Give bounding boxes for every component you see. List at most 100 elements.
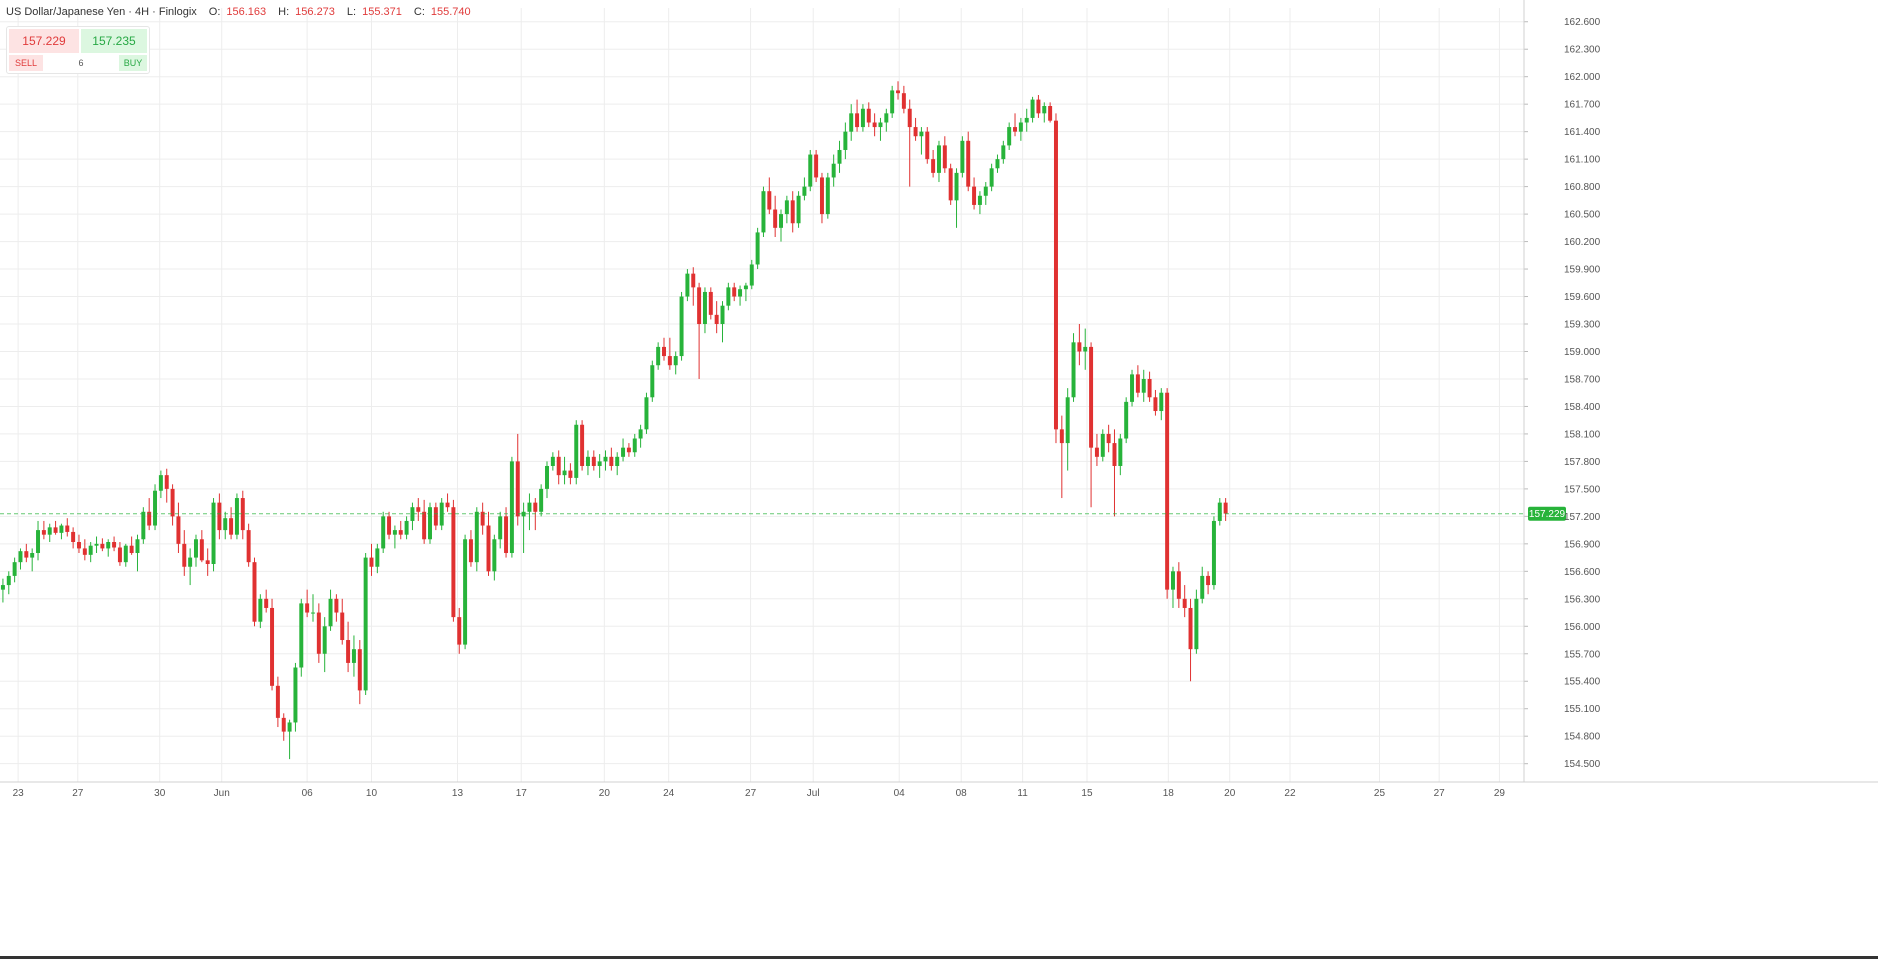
candle-body [1118,438,1123,466]
candle-body [966,140,971,187]
candle-body [445,502,450,508]
ohlc-legend: US Dollar/Japanese Yen · 4H · Finlogix O… [6,6,471,18]
candle-body [1024,117,1029,123]
low-value: 155.371 [362,6,402,18]
candle-body [498,516,503,540]
open-label: O: [208,6,221,18]
candle-body [258,598,263,622]
candle-body [71,531,76,543]
candle-body [673,356,678,366]
candle-body [82,548,87,555]
candle-body [995,159,1000,169]
candle-body [527,502,532,512]
candle-body [311,612,315,614]
x-tick-label: 24 [663,788,675,799]
candle-body [550,456,555,466]
candle-body [808,154,813,187]
candle-body [492,539,497,572]
y-tick-label: 161.700 [1564,100,1601,111]
sell-button[interactable]: SELL [9,55,43,71]
close-label: C: [413,6,425,18]
close-value: 155.740 [430,6,471,18]
candle-body [901,93,906,109]
y-tick-label: 155.400 [1564,677,1601,688]
y-tick-label: 157.500 [1564,484,1601,495]
candle-body [211,502,216,564]
trade-panel: 157.229 157.235 SELL BUY [6,26,150,74]
candle-body [1018,122,1023,132]
candle-body [814,154,819,178]
candle-body [1124,401,1129,439]
candle-body [568,470,573,478]
candle-body [234,498,239,535]
buy-price[interactable]: 157.235 [81,29,147,53]
candle-body [106,542,111,549]
candle-body [1013,127,1018,132]
x-tick-label: 23 [13,788,25,799]
y-tick-label: 159.300 [1564,320,1601,331]
y-tick-label: 155.100 [1564,704,1601,715]
candle-body [410,507,415,521]
candle-body [240,498,245,531]
y-tick-label: 159.000 [1564,347,1601,358]
candle-body [960,140,965,173]
last-price-label: 157.229 [1529,509,1566,520]
x-tick-label: 11 [1017,788,1028,799]
candle-body [422,511,427,540]
candle-body [931,159,936,173]
candle-body [88,545,93,555]
candle-body [1188,607,1193,650]
candle-body [697,287,702,325]
candle-body [351,649,356,663]
y-tick-label: 154.500 [1564,759,1601,770]
candle-body [743,285,748,290]
low-label: L: [346,6,357,18]
candle-body [790,200,795,224]
quantity-input[interactable] [45,55,117,71]
candle-body [100,543,105,549]
candle-body [129,545,134,554]
candle-body [65,525,70,532]
candle-body [504,516,509,554]
candle-body [398,530,403,535]
candle-body [977,195,982,205]
time-axis[interactable]: 23 27 30 Jun 06 10 13 17 20 24 27 Jul 04 08 11 15 18 20 22… [0,781,1878,959]
candle-body [866,108,871,123]
y-tick-label: 156.900 [1564,539,1601,550]
y-tick-label: 159.900 [1564,265,1601,276]
candle-body [855,113,860,128]
y-tick-label: 156.300 [1564,594,1601,605]
buy-button[interactable]: BUY [119,55,147,71]
candle-body [1200,575,1205,599]
x-tick-label: Jun [214,788,230,799]
y-tick-label: 160.500 [1564,210,1601,221]
candle-body [281,717,286,732]
candle-body [989,168,994,187]
y-tick-label: 160.800 [1564,182,1601,193]
candle-body [562,470,567,476]
candle-body [1159,392,1164,412]
candle-body [679,296,684,357]
candle-body [6,575,11,586]
candle-body [1165,392,1170,590]
candle-body [621,447,626,457]
y-tick-label: 162.000 [1564,72,1601,83]
candle-body [779,214,784,228]
candle-body [936,145,941,173]
candle-body [41,530,46,535]
candle-body [609,456,614,466]
sell-price[interactable]: 157.229 [9,29,79,53]
candle-body [94,543,99,546]
candle-body [1176,571,1181,599]
candle-body [942,145,947,169]
candle-body [515,461,520,517]
price-axis[interactable]: 162.600 162.300 162.000 161.700 161.400 161.1… [1523,0,1601,782]
candle-body [480,511,485,526]
candle-body [890,90,895,114]
candle-body [1112,443,1117,466]
candle-body [919,131,924,137]
candle-body [521,511,526,517]
candle-body [667,356,672,366]
